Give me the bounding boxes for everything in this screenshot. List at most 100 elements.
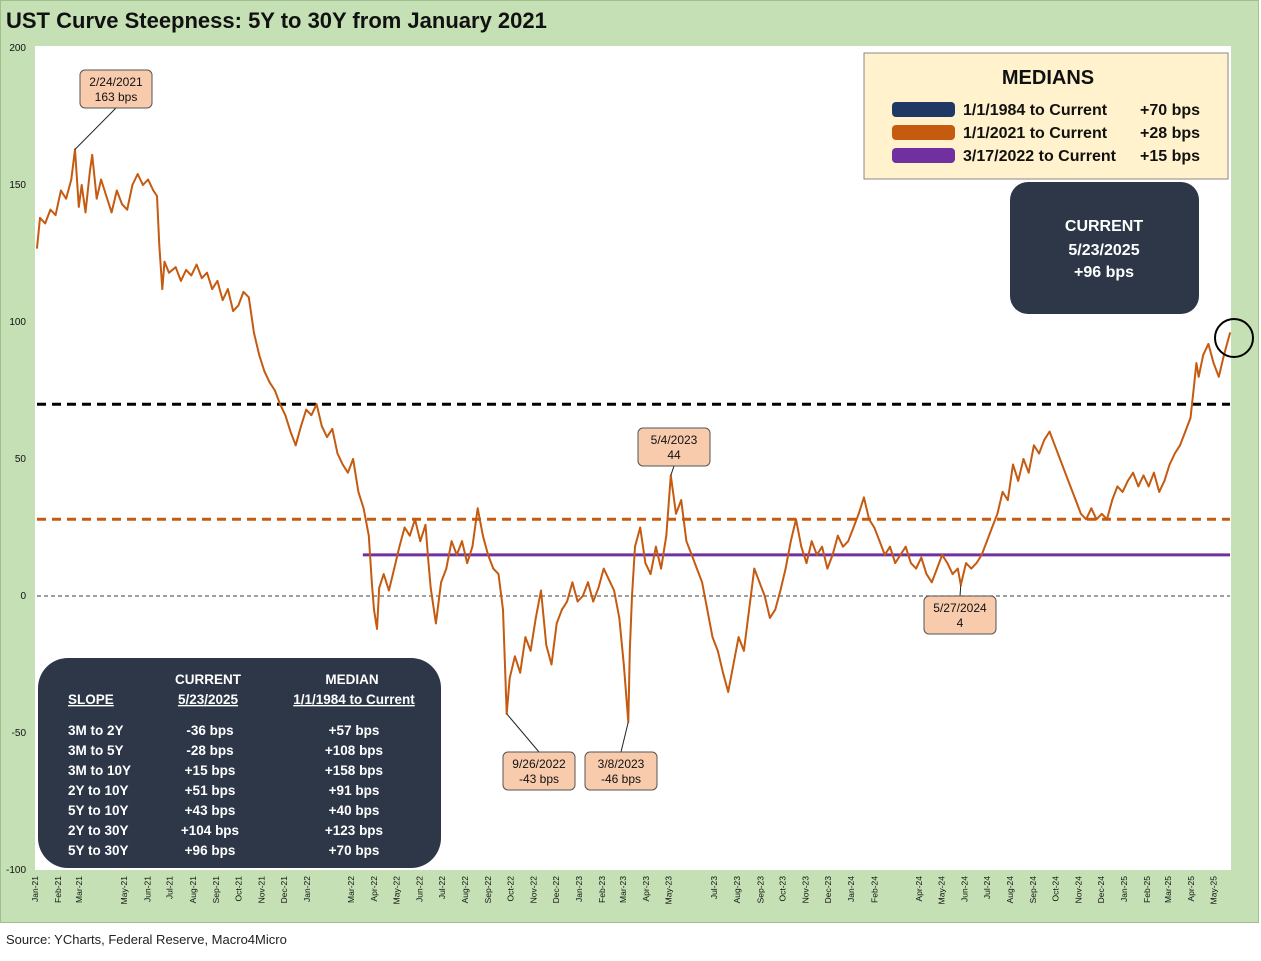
x-tick-label: Nov-24 (1074, 876, 1084, 904)
data-point (376, 628, 378, 630)
x-tick-label: Jan-25 (1119, 876, 1129, 902)
data-point (576, 600, 579, 603)
data-point (665, 534, 668, 537)
x-tick-label: Oct-22 (505, 876, 515, 902)
data-point (89, 170, 91, 173)
data-point (320, 425, 323, 427)
data-point (758, 581, 761, 584)
x-tick-label: Apr-24 (914, 876, 924, 902)
x-tick-label: Jun-21 (142, 876, 152, 902)
data-point (370, 581, 373, 584)
data-point (519, 671, 522, 674)
data-point (737, 636, 740, 638)
data-point (784, 567, 787, 570)
data-point (382, 573, 385, 575)
data-point (524, 636, 527, 638)
data-point (147, 178, 150, 181)
data-point (1217, 375, 1220, 378)
data-point (142, 184, 144, 186)
data-point (1090, 507, 1093, 510)
data-point (65, 197, 67, 200)
data-point (206, 271, 208, 274)
data-point (424, 523, 427, 526)
x-tick-label: Jul-22 (437, 876, 447, 899)
data-point (847, 540, 850, 543)
table-cell-median: +91 bps (329, 783, 380, 798)
data-point (795, 518, 797, 521)
table-cell-slope: 3M to 5Y (68, 743, 124, 758)
data-point (487, 554, 489, 556)
data-point (675, 512, 677, 515)
data-point (534, 617, 537, 619)
data-point (592, 600, 595, 603)
median-lines (37, 402, 1230, 597)
table-row: 5Y to 10Y +43 bps +40 bps (68, 803, 379, 818)
data-point (1048, 430, 1051, 433)
legend-box: MEDIANS 1/1/1984 to Current +70 bps 1/1/20… (863, 52, 1229, 180)
data-point (326, 436, 328, 438)
data-point (110, 211, 113, 214)
data-point (946, 562, 949, 564)
data-point (1085, 518, 1087, 521)
data-point (508, 677, 511, 680)
x-tick-label: Feb-21 (53, 876, 63, 903)
x-tick-label: Jul-23 (709, 876, 719, 899)
data-point (115, 189, 118, 192)
data-point (915, 567, 917, 570)
x-tick-label: May-21 (119, 876, 129, 905)
data-point (136, 173, 139, 175)
data-point (602, 567, 605, 570)
data-point (367, 534, 370, 537)
data-point (852, 526, 855, 529)
x-tick-label: Feb-23 (597, 876, 607, 903)
x-tick-label: Apr-22 (369, 876, 379, 902)
series-line (36, 148, 1231, 723)
data-point (894, 562, 897, 564)
data-point (1207, 343, 1210, 345)
data-point (60, 189, 62, 192)
data-point (221, 299, 224, 301)
data-point (810, 540, 813, 543)
y-tick-label: 0 (20, 591, 26, 602)
data-point (545, 644, 548, 647)
x-tick-label: Jan-24 (846, 876, 856, 902)
data-point (1132, 471, 1134, 474)
data-point (105, 195, 108, 197)
data-point (253, 332, 255, 334)
data-point (1173, 452, 1176, 455)
data-point (445, 567, 448, 570)
x-tick-label: Dec-23 (823, 876, 833, 904)
callout-value: -46 bps (601, 772, 641, 786)
data-point (555, 622, 558, 625)
table-header-current: CURRENT (175, 672, 242, 687)
data-point (274, 389, 276, 392)
data-point (1038, 452, 1040, 455)
legend-value: +28 bps (1140, 125, 1200, 142)
data-point (100, 178, 102, 181)
table-row: 3M to 5Y -28 bps +108 bps (68, 743, 383, 758)
slope-table: CURRENT MEDIAN SLOPE 5/23/2025 1/1/1984 … (38, 658, 441, 868)
data-point (1184, 430, 1187, 433)
data-point (1192, 389, 1195, 392)
data-point (1197, 375, 1200, 378)
data-point (727, 691, 730, 693)
data-point (975, 562, 978, 564)
x-tick-label: Aug-22 (460, 876, 470, 904)
callout-date: 9/26/2022 (512, 757, 566, 771)
data-point (863, 496, 865, 499)
data-point (821, 545, 823, 548)
data-point (263, 370, 266, 373)
data-point (1147, 485, 1150, 488)
callout: 3/8/2023-46 bps (584, 721, 658, 791)
data-point (1043, 438, 1046, 441)
data-point (716, 649, 719, 652)
data-point (769, 617, 771, 619)
x-tick-label: May-22 (391, 876, 401, 905)
callout-date: 5/4/2023 (651, 433, 698, 447)
data-point (393, 567, 396, 570)
data-point (80, 184, 83, 186)
table-header-median-range: 1/1/1984 to Current (293, 692, 415, 707)
data-point (435, 622, 437, 625)
